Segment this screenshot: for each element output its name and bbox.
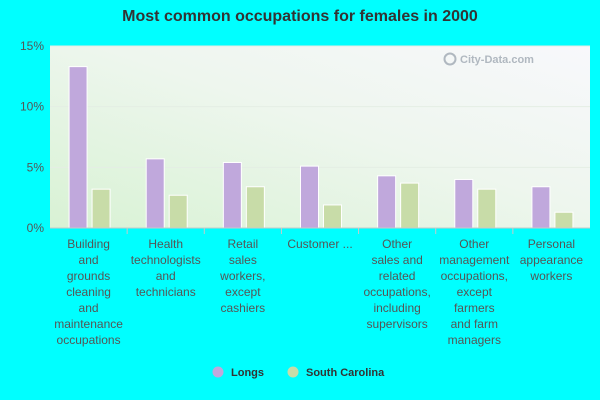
bar-south-carolina-2 xyxy=(245,186,265,229)
x-category-label: except xyxy=(457,285,493,299)
bars xyxy=(68,66,574,229)
category-labels: Building and grounds cleaning and maintenance… xyxy=(54,237,583,347)
x-category-label: and xyxy=(79,253,99,267)
x-category-label: sales and xyxy=(371,253,422,267)
x-category-label: related xyxy=(379,269,416,283)
y-tick-label: 0% xyxy=(27,221,45,235)
x-category-label: workers xyxy=(529,269,572,283)
x-category-label: occupations xyxy=(57,333,121,347)
bar-longs-3 xyxy=(300,165,319,229)
x-category-label: Customer ... xyxy=(287,237,352,251)
legend: Longs South Carolina xyxy=(212,366,385,379)
x-category-label: grounds xyxy=(67,269,110,283)
x-category-label: managers xyxy=(448,333,501,347)
legend-label-south-carolina: South Carolina xyxy=(306,367,385,379)
x-category-label: supervisors xyxy=(366,317,427,331)
chart-title: Most common occupations for females in 2… xyxy=(122,8,478,25)
x-category-label: and xyxy=(156,269,176,283)
x-category-label: farmers xyxy=(454,301,495,315)
legend-swatch-south-carolina xyxy=(287,366,299,378)
bar-south-carolina-1 xyxy=(168,194,188,229)
bar-longs-2 xyxy=(222,161,242,229)
y-tick-label: 5% xyxy=(27,160,45,174)
watermark-text: City-Data.com xyxy=(460,54,534,66)
bar-south-carolina-0 xyxy=(91,188,111,229)
axes: 0% 5% 10% 15% xyxy=(20,39,590,235)
x-category-label: cashiers xyxy=(221,301,266,315)
legend-label-longs: Longs xyxy=(231,367,264,379)
bar-longs-1 xyxy=(145,158,165,229)
x-category-label: Other xyxy=(382,237,412,251)
watermark: City-Data.com xyxy=(443,52,534,66)
bar-south-carolina-5 xyxy=(477,188,497,229)
y-tick-label: 15% xyxy=(20,39,44,53)
x-category-label: technicians xyxy=(136,285,196,299)
gridlines xyxy=(50,45,590,168)
x-category-label: workers, xyxy=(219,269,265,283)
plot-background xyxy=(50,46,590,228)
bar-longs-0 xyxy=(68,66,88,229)
x-category-label: and xyxy=(79,301,99,315)
x-category-label: Retail xyxy=(228,237,259,251)
x-category-label: sales xyxy=(229,253,257,267)
x-category-label: management xyxy=(439,253,510,267)
x-category-label: occupations, xyxy=(363,285,430,299)
x-category-label: maintenance xyxy=(54,317,123,331)
y-tick-label: 10% xyxy=(20,100,44,114)
bar-south-carolina-3 xyxy=(323,204,342,229)
x-category-label: Personal xyxy=(528,237,575,251)
x-category-label: and farm xyxy=(451,317,498,331)
bar-south-carolina-6 xyxy=(554,211,574,229)
bar-longs-5 xyxy=(454,178,474,229)
bar-longs-6 xyxy=(531,186,551,229)
watermark-icon xyxy=(443,52,457,66)
x-category-label: including xyxy=(373,301,420,315)
x-category-label: Other xyxy=(459,237,489,251)
bar-longs-4 xyxy=(377,175,397,229)
legend-swatch-longs xyxy=(212,366,224,378)
x-category-label: except xyxy=(225,285,261,299)
x-category-label: Building xyxy=(67,237,110,251)
x-category-label: cleaning xyxy=(66,285,111,299)
x-category-label: Health xyxy=(148,237,183,251)
bar-south-carolina-4 xyxy=(400,182,420,229)
x-category-label: technologists xyxy=(131,253,201,267)
x-category-label: appearance xyxy=(520,253,584,267)
x-category-label: occupations, xyxy=(441,269,508,283)
